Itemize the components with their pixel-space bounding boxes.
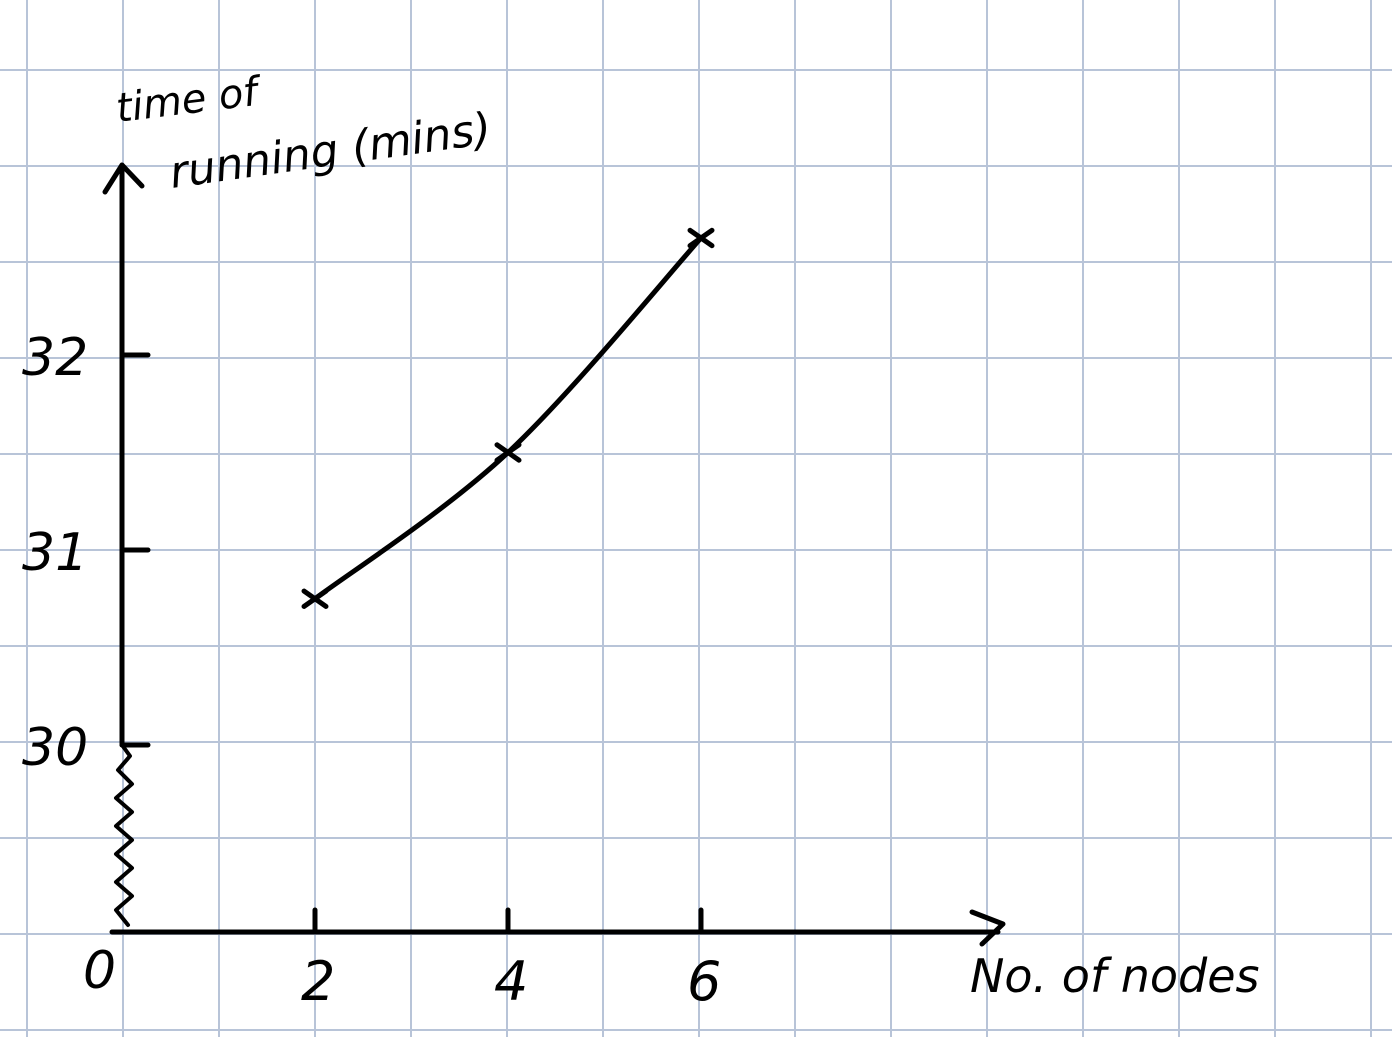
x-tick-label: 4 [494,950,528,1013]
origin-label: 0 [83,941,116,1001]
x-axis-title: No. of nodes [970,949,1260,1003]
y-tick-label: 31 [22,523,88,583]
y-axis-title-line-1: time of [114,68,266,132]
y-tick-label: 30 [22,718,88,778]
x-axis-arrow [969,909,1006,947]
data-point-marker [301,588,329,609]
data-point-marker [494,442,522,463]
x-tick-label: 6 [687,950,721,1013]
data-point-marker [687,227,715,249]
ticks: 2 4 6 30 31 32 [22,328,721,1013]
series [301,227,715,609]
axes [102,162,1006,947]
y-tick-label: 32 [22,328,88,388]
x-tick-label: 2 [301,950,335,1013]
y-axis-arrow [102,162,145,195]
y-axis-break-zigzag [114,743,134,927]
